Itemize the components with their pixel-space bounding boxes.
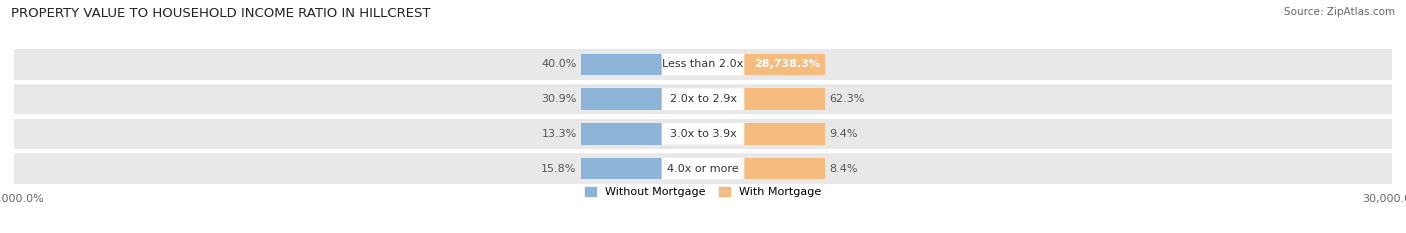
Bar (744, 88, 825, 110)
Text: Less than 2.0x: Less than 2.0x (662, 59, 744, 69)
FancyBboxPatch shape (662, 158, 744, 179)
Text: 40.0%: 40.0% (541, 59, 576, 69)
Bar (14, 119, 1392, 149)
Bar (581, 123, 662, 145)
FancyBboxPatch shape (662, 54, 744, 75)
Text: PROPERTY VALUE TO HOUSEHOLD INCOME RATIO IN HILLCREST: PROPERTY VALUE TO HOUSEHOLD INCOME RATIO… (11, 7, 430, 20)
Text: 3.0x to 3.9x: 3.0x to 3.9x (669, 129, 737, 139)
Text: 8.4%: 8.4% (830, 164, 858, 174)
Bar (14, 153, 1392, 184)
Text: 30.9%: 30.9% (541, 94, 576, 104)
Bar (744, 54, 825, 75)
Bar (14, 49, 1392, 80)
Text: 9.4%: 9.4% (830, 129, 858, 139)
Bar (581, 54, 662, 75)
Bar (744, 123, 825, 145)
Legend: Without Mortgage, With Mortgage: Without Mortgage, With Mortgage (585, 187, 821, 197)
Bar (581, 88, 662, 110)
Text: 13.3%: 13.3% (541, 129, 576, 139)
Text: 62.3%: 62.3% (830, 94, 865, 104)
Text: Source: ZipAtlas.com: Source: ZipAtlas.com (1284, 7, 1395, 17)
Text: 15.8%: 15.8% (541, 164, 576, 174)
Text: 28,738.3%: 28,738.3% (754, 59, 820, 69)
FancyBboxPatch shape (662, 123, 744, 145)
Bar (744, 158, 825, 179)
Text: 2.0x to 2.9x: 2.0x to 2.9x (669, 94, 737, 104)
FancyBboxPatch shape (662, 88, 744, 110)
Text: 4.0x or more: 4.0x or more (668, 164, 738, 174)
Bar (14, 84, 1392, 114)
Bar (581, 158, 662, 179)
